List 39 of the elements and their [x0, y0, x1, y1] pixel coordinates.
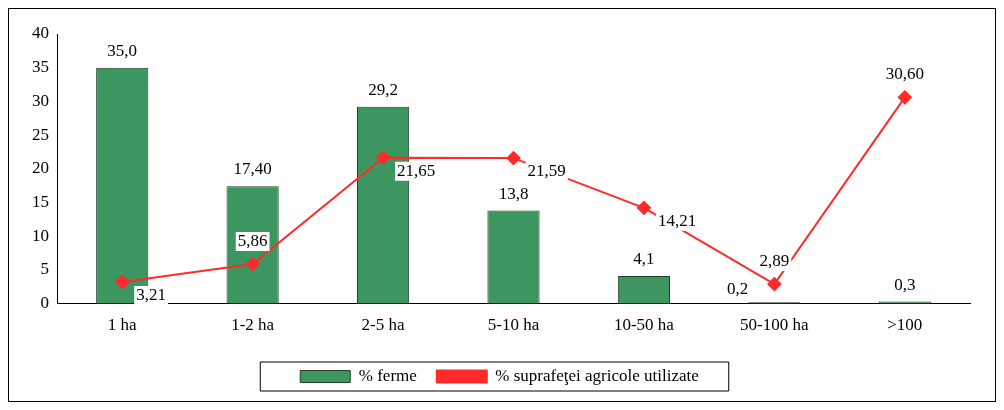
y-tick-label: 40: [32, 23, 49, 43]
data-label: 5,86: [237, 231, 268, 251]
data-label: 17,40: [233, 159, 272, 179]
point: [897, 90, 912, 105]
data-label: 35,0: [107, 40, 138, 60]
y-tick-label: 30: [32, 90, 49, 110]
y-tick-label: 35: [32, 57, 49, 77]
x-tick-label: 50-100 ha: [740, 315, 810, 335]
data-label: 4,1: [633, 248, 655, 268]
point: [376, 150, 391, 165]
y-tick-label: 20: [32, 158, 49, 178]
point: [115, 274, 130, 289]
x-tick-label: 1 ha: [107, 315, 138, 335]
data-label: 29,2: [368, 79, 398, 99]
x-tick-label: 2-5 ha: [361, 315, 405, 335]
legend-label: % ferme: [358, 365, 417, 385]
x-tick-label: >100: [887, 315, 923, 335]
y-tick-label: 10: [32, 225, 49, 245]
y-tick-label: 5: [40, 259, 49, 279]
x-tick-label: 10-50 ha: [613, 315, 675, 335]
point: [506, 151, 521, 166]
point: [245, 257, 260, 272]
y-tick-label: 25: [32, 124, 49, 144]
y-tick-label: 0: [40, 293, 49, 313]
data-label: 2,89: [759, 251, 790, 271]
data-label: 13,8: [498, 183, 529, 203]
point: [767, 277, 782, 292]
data-label: 3,21: [136, 284, 166, 304]
data-label: 0,3: [894, 274, 916, 294]
x-tick-label: 5-10 ha: [487, 315, 540, 335]
data-label: 30,60: [885, 64, 924, 84]
legend-label: % suprafeţei agricole utilizate: [495, 365, 699, 385]
data-label: 0,2: [727, 279, 749, 299]
data-label: 21,59: [527, 161, 566, 181]
data-label: 21,65: [397, 160, 436, 180]
data-label: 14,21: [657, 210, 697, 230]
point: [636, 200, 651, 215]
y-tick-label: 15: [32, 191, 49, 211]
x-tick-label: 1-2 ha: [231, 315, 275, 335]
